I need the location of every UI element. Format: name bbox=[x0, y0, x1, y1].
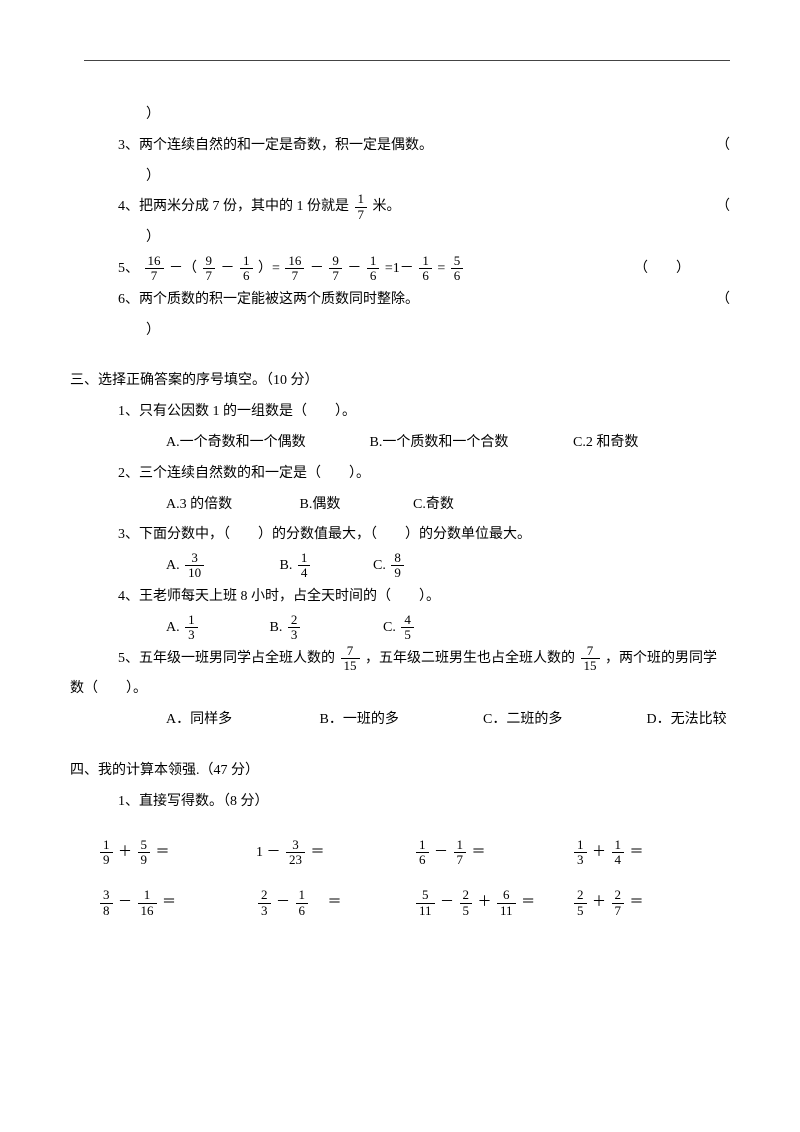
tf-q2-close: ） bbox=[70, 100, 730, 131]
frac: 14 bbox=[298, 551, 311, 581]
calc-cell: 511 － 25 ＋ 611 ＝ bbox=[414, 888, 572, 919]
page-top-rule bbox=[84, 60, 730, 61]
s3-q5-opts: A．同样多 B．一班的多 C．二班的多 D．无法比较 bbox=[70, 705, 730, 736]
frac: 45 bbox=[401, 613, 414, 643]
s3-q4: 4、王老师每天上班 8 小时，占全天时间的（ ）。 bbox=[70, 582, 730, 613]
s3-q4-opts: A. 13 B. 23 C. 45 bbox=[70, 613, 730, 644]
section-4-title: 四、我的计算本领强.（47 分） bbox=[70, 756, 730, 787]
frac: 16 bbox=[419, 254, 432, 284]
tf-q6: 6、两个质数的积一定能被这两个质数同时整除。 （ bbox=[70, 285, 730, 316]
s3-q3-opts: A. 310 B. 14 C. 89 bbox=[70, 551, 730, 582]
s3-q5: 5、五年级一班男同学占全班人数的 715 ，五年级二班男生也占全班人数的 715… bbox=[70, 644, 730, 675]
frac: 23 bbox=[288, 613, 301, 643]
tf-q5-paren: （ ） bbox=[634, 254, 690, 285]
calc-cell: 38 － 116 ＝ bbox=[98, 888, 256, 919]
s3-q2: 2、三个连续自然数的和一定是（ ）。 bbox=[70, 459, 730, 490]
s4-sub1: 1、直接写得数。（8 分） bbox=[70, 787, 730, 818]
frac: 13 bbox=[185, 613, 198, 643]
frac: 56 bbox=[451, 254, 464, 284]
frac: 715 bbox=[581, 644, 600, 674]
calc-row-2: 38 － 116 ＝ 23 － 16 ＝ 511 － 25 ＋ 611 ＝ 25 bbox=[70, 888, 730, 919]
calc-cell: 23 － 16 ＝ bbox=[256, 888, 414, 919]
frac: 167 bbox=[285, 254, 304, 284]
frac-1-7: 17 bbox=[355, 192, 368, 222]
tf-q3-paren: （ bbox=[716, 131, 730, 162]
s3-q1-opts: A.一个奇数和一个偶数 B.一个质数和一个合数 C.2 和奇数 bbox=[70, 428, 730, 459]
calc-cell: 1 － 323 ＝ bbox=[256, 838, 414, 869]
tf-q4-close: ） bbox=[70, 223, 730, 254]
tf-q4: 4、把两米分成 7 份，其中的 1 份就是 17 米。 （ bbox=[70, 192, 730, 223]
frac: 715 bbox=[341, 644, 360, 674]
calc-cell: 25 ＋ 27 ＝ bbox=[572, 888, 730, 919]
calc-cell: 13 ＋ 14 ＝ bbox=[572, 838, 730, 869]
section-3-title: 三、选择正确答案的序号填空。（10 分） bbox=[70, 366, 730, 397]
calc-cell: 19 ＋ 59 ＝ bbox=[98, 838, 256, 869]
frac: 16 bbox=[240, 254, 253, 284]
frac: 310 bbox=[185, 551, 204, 581]
tf-q3: 3、两个连续自然的和一定是奇数，积一定是偶数。 （ bbox=[70, 131, 730, 162]
frac: 167 bbox=[145, 254, 164, 284]
tf-q6-close: ） bbox=[70, 316, 730, 347]
s3-q5-cont: 数（ ）。 bbox=[70, 674, 730, 705]
tf-q5: 5、 167 －（ 97 － 16 ）= 167 － 97 － 16 =1－ 1… bbox=[70, 254, 730, 285]
tf-q6-paren: （ bbox=[716, 285, 730, 316]
calc-cell: 16 － 17 ＝ bbox=[414, 838, 572, 869]
frac: 97 bbox=[203, 254, 216, 284]
frac: 97 bbox=[329, 254, 342, 284]
tf-q3-close: ） bbox=[70, 162, 730, 193]
s3-q2-opts: A.3 的倍数 B.偶数 C.奇数 bbox=[70, 490, 730, 521]
tf-q4-paren: （ bbox=[716, 192, 730, 223]
frac: 16 bbox=[367, 254, 380, 284]
frac: 89 bbox=[391, 551, 404, 581]
s3-q3: 3、下面分数中，（ ）的分数值最大，（ ）的分数单位最大。 bbox=[70, 520, 730, 551]
s3-q1: 1、只有公因数 1 的一组数是（ ）。 bbox=[70, 397, 730, 428]
calc-row-1: 19 ＋ 59 ＝ 1 － 323 ＝ 16 － 17 ＝ 13 ＋ 14 bbox=[70, 838, 730, 869]
